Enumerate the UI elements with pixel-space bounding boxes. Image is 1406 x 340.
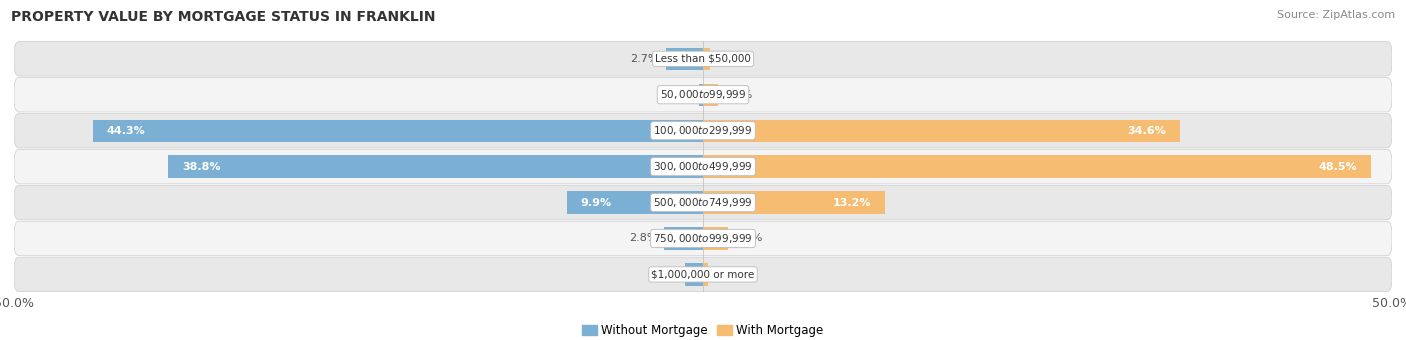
Text: 13.2%: 13.2% — [832, 198, 872, 207]
Bar — [665, 227, 703, 250]
Bar — [703, 120, 1180, 142]
Text: Less than $50,000: Less than $50,000 — [655, 54, 751, 64]
Bar — [703, 263, 707, 286]
Bar — [703, 48, 710, 70]
Text: 1.8%: 1.8% — [735, 234, 763, 243]
Bar — [703, 191, 884, 214]
Text: 1.3%: 1.3% — [650, 269, 678, 279]
Text: 0.54%: 0.54% — [717, 54, 752, 64]
Text: $50,000 to $99,999: $50,000 to $99,999 — [659, 88, 747, 101]
FancyBboxPatch shape — [14, 185, 1392, 220]
Bar — [685, 263, 703, 286]
Text: 1.1%: 1.1% — [725, 90, 754, 100]
Bar — [666, 48, 703, 70]
FancyBboxPatch shape — [14, 149, 1392, 184]
Text: $300,000 to $499,999: $300,000 to $499,999 — [654, 160, 752, 173]
Text: 9.9%: 9.9% — [581, 198, 612, 207]
Bar — [703, 155, 1371, 178]
Text: 38.8%: 38.8% — [183, 162, 221, 172]
FancyBboxPatch shape — [14, 114, 1392, 148]
Legend: Without Mortgage, With Mortgage: Without Mortgage, With Mortgage — [578, 319, 828, 340]
Text: 0.26%: 0.26% — [657, 90, 693, 100]
Text: PROPERTY VALUE BY MORTGAGE STATUS IN FRANKLIN: PROPERTY VALUE BY MORTGAGE STATUS IN FRA… — [11, 10, 436, 24]
Text: $500,000 to $749,999: $500,000 to $749,999 — [654, 196, 752, 209]
Bar — [567, 191, 703, 214]
FancyBboxPatch shape — [14, 78, 1392, 112]
FancyBboxPatch shape — [14, 257, 1392, 292]
Text: $100,000 to $299,999: $100,000 to $299,999 — [654, 124, 752, 137]
FancyBboxPatch shape — [14, 221, 1392, 256]
Bar — [169, 155, 703, 178]
Bar — [703, 227, 728, 250]
Text: Source: ZipAtlas.com: Source: ZipAtlas.com — [1277, 10, 1395, 20]
Text: 48.5%: 48.5% — [1319, 162, 1358, 172]
Text: $750,000 to $999,999: $750,000 to $999,999 — [654, 232, 752, 245]
Bar — [93, 120, 703, 142]
Bar — [703, 84, 718, 106]
Bar — [699, 84, 703, 106]
Text: 2.7%: 2.7% — [630, 54, 659, 64]
Text: 0.33%: 0.33% — [714, 269, 749, 279]
Text: 34.6%: 34.6% — [1128, 126, 1166, 136]
Text: 44.3%: 44.3% — [107, 126, 145, 136]
FancyBboxPatch shape — [14, 41, 1392, 76]
Text: $1,000,000 or more: $1,000,000 or more — [651, 269, 755, 279]
Text: 2.8%: 2.8% — [628, 234, 658, 243]
